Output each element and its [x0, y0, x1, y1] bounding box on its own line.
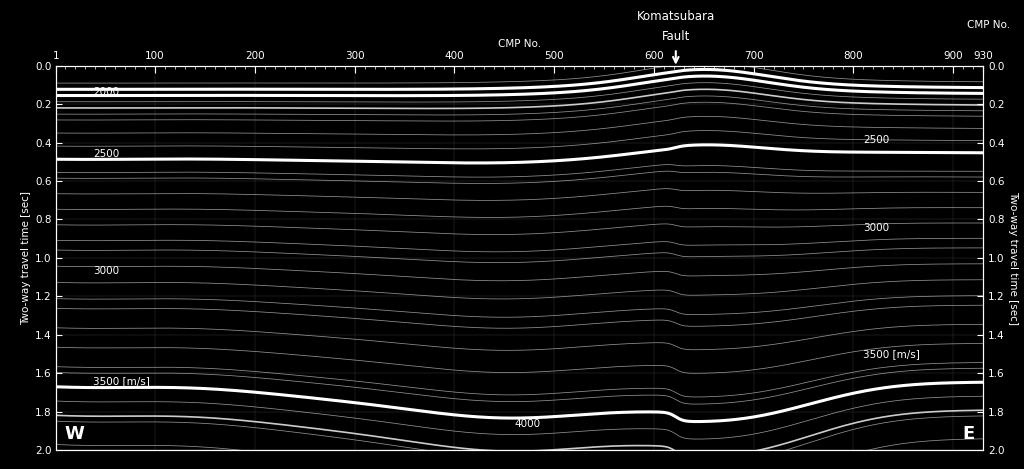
Text: 3000: 3000: [863, 223, 890, 233]
Text: 3500 [m/s]: 3500 [m/s]: [863, 349, 921, 359]
Text: Komatsubara: Komatsubara: [637, 10, 715, 23]
Text: 3500 [m/s]: 3500 [m/s]: [93, 376, 151, 386]
Text: E: E: [963, 424, 975, 443]
X-axis label: CMP No.: CMP No.: [498, 38, 542, 49]
Text: 2500: 2500: [863, 135, 890, 145]
Text: Fault: Fault: [662, 30, 690, 43]
Text: CMP No.: CMP No.: [967, 21, 1010, 30]
Text: 3000: 3000: [93, 266, 120, 276]
Y-axis label: Two-way travel time [sec]: Two-way travel time [sec]: [1009, 191, 1019, 325]
Text: 4000: 4000: [514, 419, 541, 429]
Text: W: W: [65, 424, 84, 443]
Text: 2000: 2000: [93, 87, 120, 97]
Y-axis label: Two-way travel time [sec]: Two-way travel time [sec]: [20, 191, 31, 325]
Text: 2500: 2500: [93, 149, 120, 159]
